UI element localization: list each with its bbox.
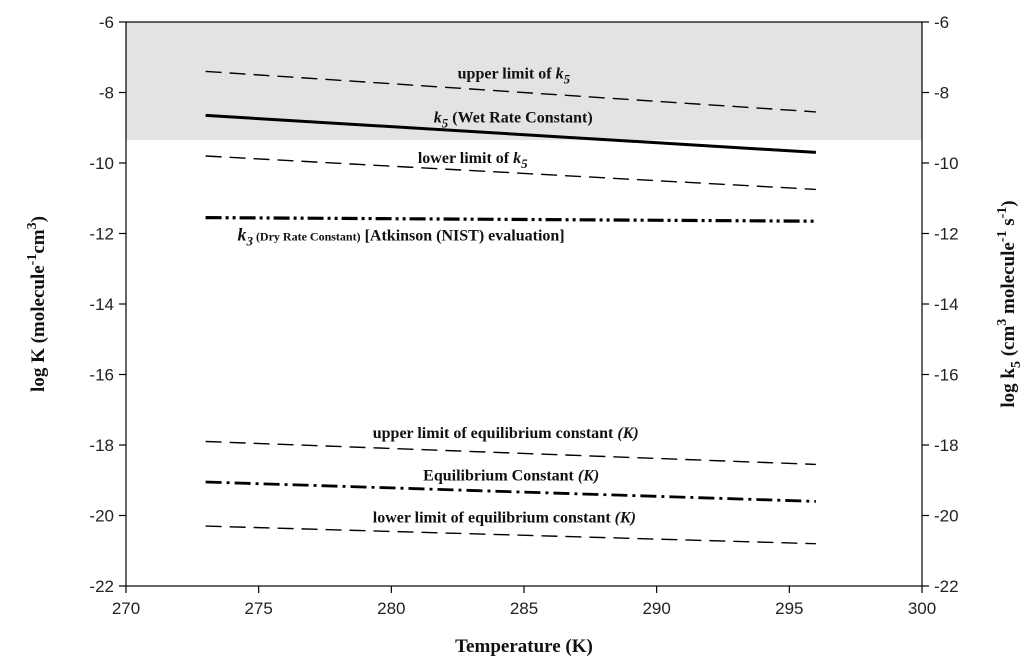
x-tick-label: 280 [377, 599, 405, 618]
annotation-small-text: (Dry Rate Constant) [253, 230, 361, 244]
x-tick-label: 275 [244, 599, 272, 618]
annotation-lower_k5: lower limit of k5 [418, 150, 528, 171]
annotation-subscript: 3 [245, 234, 253, 249]
annotation-subscript: 5 [564, 71, 571, 86]
y-right-tick-label: -16 [934, 366, 959, 385]
y-right-tick-label: -22 [934, 577, 959, 596]
y-right-title-sup: -1 [995, 231, 1010, 243]
annotation-subscript: 5 [442, 115, 449, 130]
y-left-tick-label: -6 [99, 13, 114, 32]
y-right-tick-label: -20 [934, 507, 959, 526]
annotation-text: lower limit of equilibrium constant [373, 510, 615, 527]
annotation-K: Equilibrium Constant (K) [423, 467, 599, 484]
y-axis-title-right: log k5 (cm3 molecule-1 s-1) [995, 200, 1024, 407]
y-left-title-sup: -1 [25, 254, 40, 266]
y-right-title-sup: -1 [995, 207, 1010, 219]
series-line-K [205, 480, 816, 503]
y-right-title-sup: 3 [995, 319, 1010, 326]
annotation-subscript: 5 [521, 156, 528, 171]
y-right-tick-label: -8 [934, 84, 949, 103]
y-right-tick-label: -14 [934, 295, 959, 314]
series-line-upper_K [205, 440, 816, 466]
y-left-tick-label: -20 [89, 507, 114, 526]
x-tick-label: 300 [908, 599, 936, 618]
annotation-lower_K: lower limit of equilibrium constant (K) [373, 510, 636, 527]
annotation-symbol: k [513, 150, 521, 167]
x-tick-label: 285 [510, 599, 538, 618]
x-tick-label: 295 [775, 599, 803, 618]
annotation-italic: (K) [578, 467, 599, 484]
series-line-k5 [205, 113, 816, 154]
y-left-title-sup: 3 [25, 222, 40, 229]
shaded-region [126, 22, 922, 141]
x-tick-label: 270 [112, 599, 140, 618]
y-right-title-part: s [998, 218, 1019, 230]
y-right-title-sub: 5 [1009, 361, 1024, 368]
y-left-tick-label: -22 [89, 577, 114, 596]
annotation-symbol: k [237, 225, 246, 245]
y-axis-title-left: log K (molecule-1cm3) [25, 216, 49, 392]
y-left-tick-label: -14 [89, 295, 114, 314]
annotation-text: upper limit of [458, 65, 556, 82]
series-line-lower_K [205, 525, 816, 545]
x-tick-label: 290 [642, 599, 670, 618]
y-left-tick-label: -8 [99, 84, 114, 103]
series-line-k3 [205, 216, 816, 223]
y-right-tick-label: -10 [934, 154, 959, 173]
y-left-title-part: cm [28, 229, 49, 253]
annotation-k5: k5 (Wet Rate Constant) [434, 109, 593, 130]
annotation-upper_K: upper limit of equilibrium constant (K) [373, 425, 639, 442]
annotation-symbol: k [556, 65, 564, 82]
annotation-text: [Atkinson (NIST) evaluation] [361, 228, 565, 245]
annotation-text: lower limit of [418, 150, 513, 167]
series-line-upper_k5 [205, 70, 816, 113]
y-left-title-part: ) [28, 216, 49, 222]
annotation-upper_k5: upper limit of k5 [458, 65, 571, 86]
y-right-tick-label: -18 [934, 436, 959, 455]
y-right-title-part: (cm [998, 326, 1019, 362]
annotation-text: (Wet Rate Constant) [448, 109, 592, 126]
y-left-title-part: log K (molecule [28, 265, 49, 392]
y-right-title-part: ) [998, 200, 1019, 206]
y-right-tick-label: -12 [934, 225, 959, 244]
annotation-symbol: k [434, 109, 442, 126]
y-left-tick-label: -10 [89, 154, 114, 173]
x-axis-title: Temperature (K) [455, 636, 593, 657]
series-line-lower_k5 [205, 155, 816, 191]
annotation-italic: (K) [615, 510, 636, 527]
y-left-tick-label: -12 [89, 225, 114, 244]
annotation-text: upper limit of equilibrium constant [373, 425, 618, 442]
annotation-italic: (K) [617, 425, 638, 442]
y-right-tick-label: -6 [934, 13, 949, 32]
annotation-k3: k3 (Dry Rate Constant) [Atkinson (NIST) … [237, 225, 564, 249]
y-right-title-part: log k [998, 368, 1019, 408]
y-left-tick-label: -18 [89, 436, 114, 455]
y-right-title-part: molecule [998, 242, 1019, 319]
y-left-tick-label: -16 [89, 366, 114, 385]
annotation-text: Equilibrium Constant [423, 467, 578, 484]
